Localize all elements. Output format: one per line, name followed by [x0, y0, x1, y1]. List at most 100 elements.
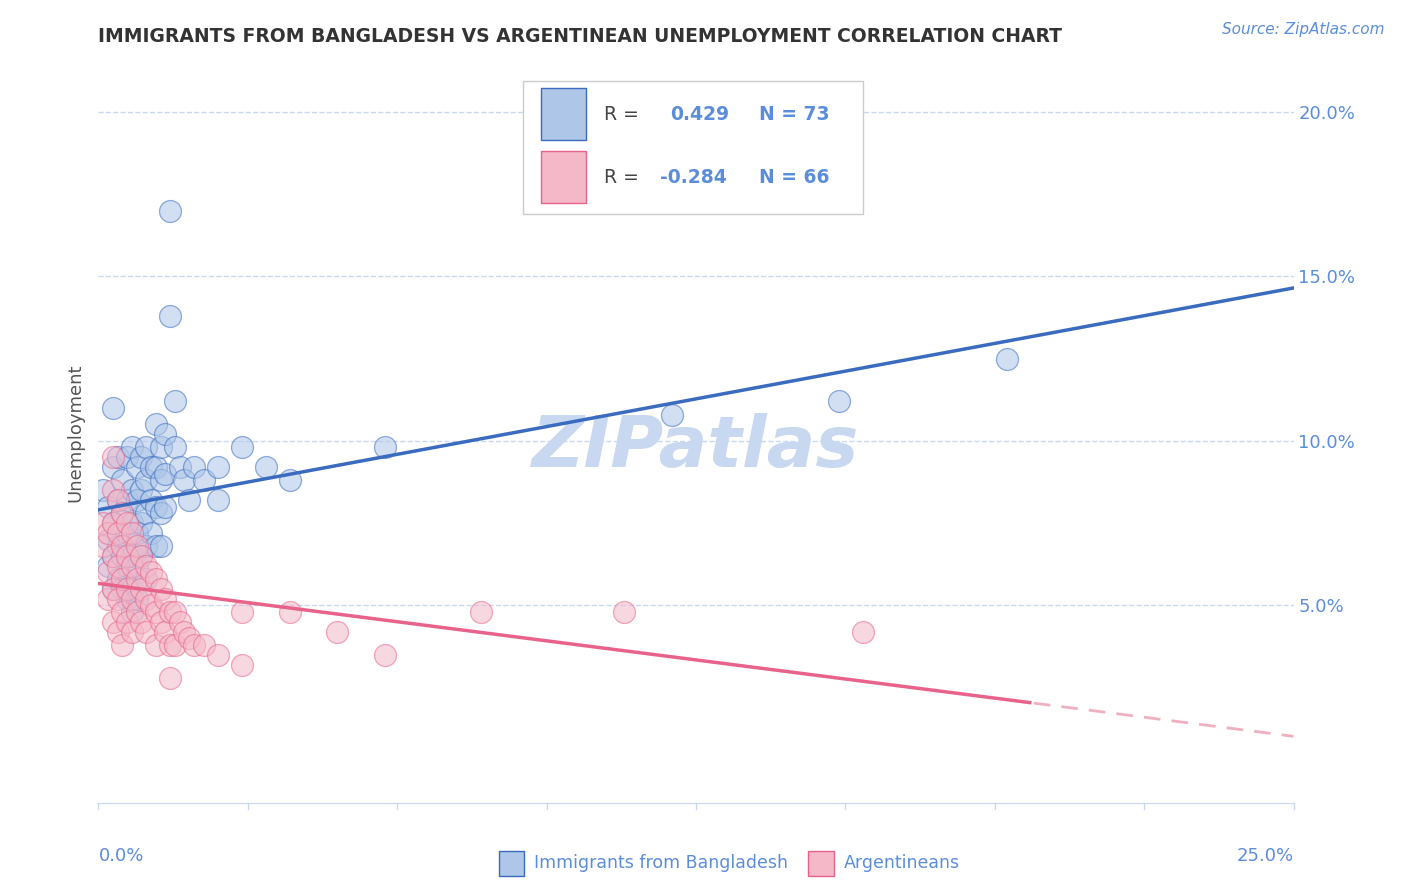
Text: IMMIGRANTS FROM BANGLADESH VS ARGENTINEAN UNEMPLOYMENT CORRELATION CHART: IMMIGRANTS FROM BANGLADESH VS ARGENTINEA… — [98, 27, 1063, 45]
Point — [101, 549, 124, 563]
Point — [852, 624, 875, 639]
Point — [183, 460, 205, 475]
Point — [125, 493, 148, 508]
Point — [101, 401, 124, 415]
Point — [169, 460, 191, 475]
Point — [91, 516, 114, 530]
Text: 0.429: 0.429 — [669, 104, 728, 124]
Point — [207, 460, 229, 475]
Point — [97, 533, 120, 547]
Point — [115, 549, 138, 563]
Point — [131, 516, 153, 530]
Point — [155, 467, 177, 481]
Point — [131, 549, 153, 563]
Point — [121, 605, 143, 619]
Point — [173, 473, 195, 487]
Point — [149, 582, 172, 596]
Point — [159, 605, 181, 619]
Point — [159, 671, 181, 685]
Point — [125, 591, 148, 606]
Point — [101, 483, 124, 498]
Point — [139, 493, 162, 508]
Point — [139, 526, 162, 541]
Text: Source: ZipAtlas.com: Source: ZipAtlas.com — [1222, 22, 1385, 37]
Point — [135, 539, 157, 553]
Point — [139, 460, 162, 475]
Point — [115, 591, 138, 606]
Point — [101, 450, 124, 465]
Point — [121, 549, 143, 563]
Point — [155, 624, 177, 639]
Point — [115, 526, 138, 541]
Point — [107, 450, 129, 465]
Point — [374, 441, 396, 455]
Point — [125, 558, 148, 573]
Point — [97, 500, 120, 514]
Point — [179, 493, 201, 508]
Point — [125, 526, 148, 541]
FancyBboxPatch shape — [523, 81, 863, 214]
Point — [326, 624, 349, 639]
Text: R =: R = — [605, 168, 638, 186]
Point — [159, 309, 181, 323]
Point — [278, 605, 301, 619]
Point — [254, 460, 277, 475]
Point — [828, 394, 851, 409]
Point — [135, 558, 157, 573]
Point — [111, 582, 134, 596]
Point — [149, 473, 172, 487]
Point — [135, 506, 157, 520]
Point — [107, 624, 129, 639]
Point — [115, 493, 138, 508]
Point — [135, 473, 157, 487]
Text: 0.0%: 0.0% — [98, 847, 143, 865]
Point — [107, 572, 129, 586]
Text: N = 66: N = 66 — [759, 168, 830, 186]
Point — [193, 638, 215, 652]
Point — [149, 506, 172, 520]
Point — [97, 526, 120, 541]
Point — [169, 615, 191, 629]
Point — [107, 539, 129, 553]
Point — [107, 493, 129, 508]
Point — [155, 591, 177, 606]
Point — [374, 648, 396, 662]
Point — [97, 558, 120, 573]
Point — [121, 591, 143, 606]
Point — [101, 549, 124, 563]
Point — [115, 582, 138, 596]
Point — [115, 558, 138, 573]
Point — [91, 539, 114, 553]
Point — [193, 473, 215, 487]
Point — [995, 351, 1018, 366]
Point — [149, 441, 172, 455]
Point — [115, 615, 138, 629]
Point — [97, 566, 120, 580]
Point — [101, 516, 124, 530]
Point — [111, 638, 134, 652]
Point — [125, 605, 148, 619]
Point — [163, 441, 186, 455]
Point — [111, 539, 134, 553]
Point — [470, 605, 492, 619]
Point — [111, 549, 134, 563]
Point — [125, 539, 148, 553]
Point — [111, 473, 134, 487]
Point — [101, 460, 124, 475]
Point — [231, 441, 253, 455]
Point — [121, 582, 143, 596]
Point — [149, 539, 172, 553]
Point — [661, 408, 683, 422]
Point — [145, 500, 167, 514]
Point — [231, 657, 253, 672]
Point — [97, 591, 120, 606]
Point — [145, 460, 167, 475]
Point — [207, 493, 229, 508]
Point — [207, 648, 229, 662]
Point — [91, 483, 114, 498]
Point — [131, 450, 153, 465]
Point — [139, 566, 162, 580]
Point — [125, 460, 148, 475]
Point — [135, 591, 157, 606]
Point — [121, 516, 143, 530]
